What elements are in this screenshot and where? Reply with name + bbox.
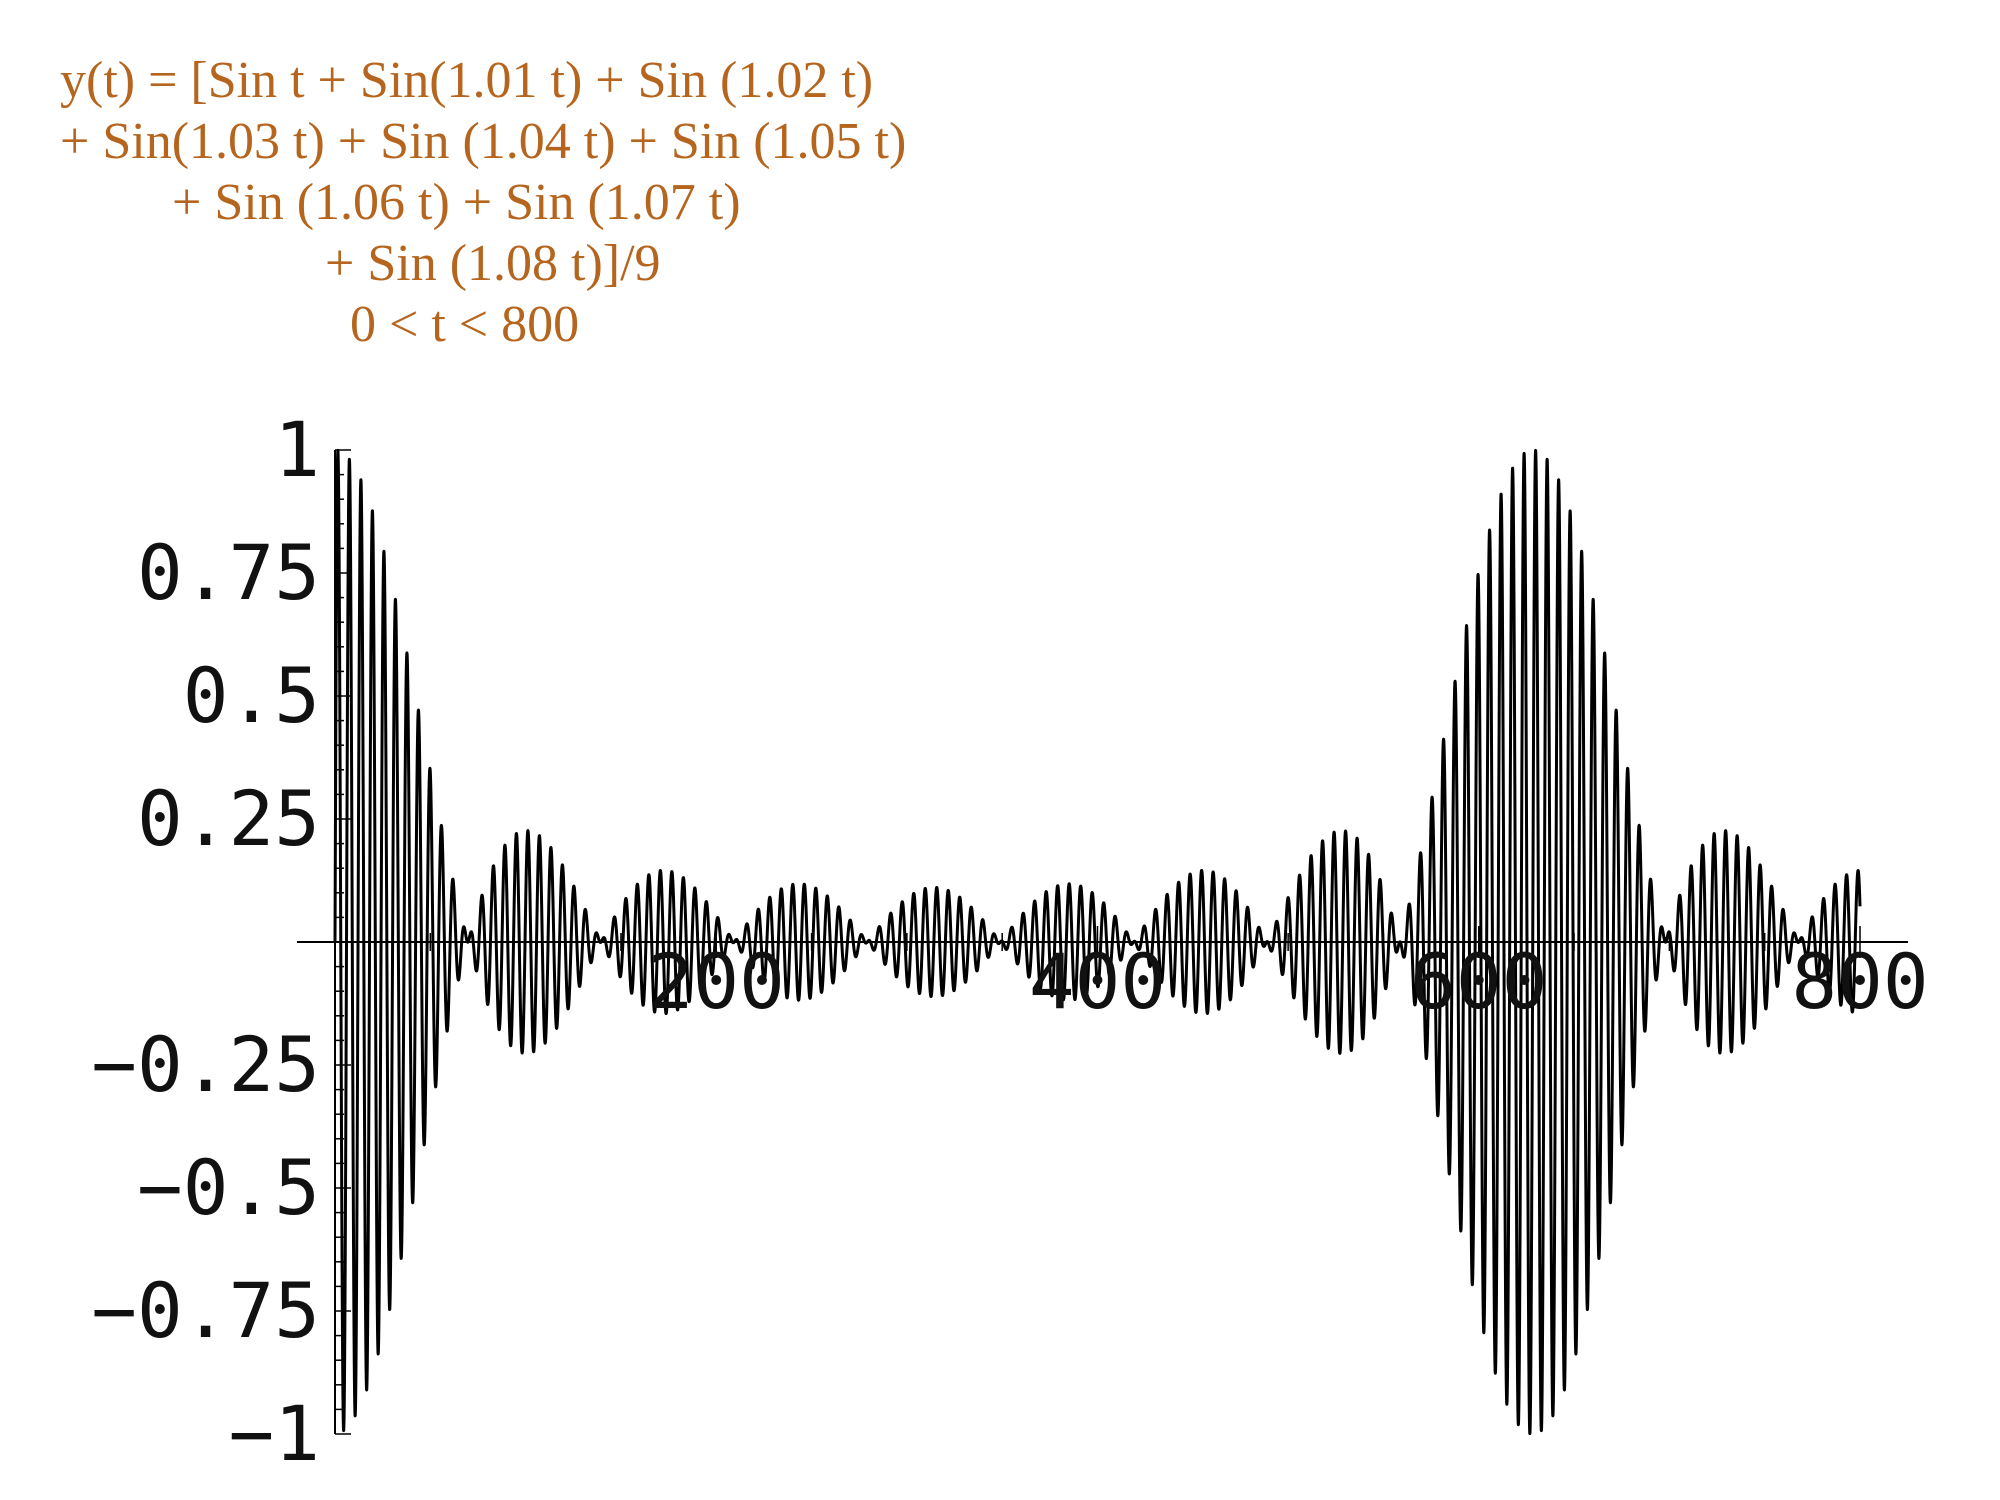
y-tick-label: −0.75	[91, 1266, 320, 1355]
x-tick-label-200: 200	[648, 937, 785, 1026]
y-tick-label: −1	[228, 1389, 320, 1478]
y-tick-label: −0.25	[91, 1020, 320, 1109]
y-tick-label: 0.25	[137, 774, 320, 863]
y-tick-label: −0.5	[137, 1143, 320, 1232]
y-tick-label: 1	[274, 405, 320, 494]
y-tick-labels: 1 0.75 0.5 0.25 −0.25 −0.5 −0.75 −1	[91, 405, 320, 1478]
x-tick-label-600: 600	[1410, 937, 1547, 1026]
x-tick-label-400: 400	[1029, 937, 1166, 1026]
y-tick-label: 0.5	[183, 651, 320, 740]
x-tick-label-800: 800	[1791, 937, 1928, 1026]
y-tick-label: 0.75	[137, 528, 320, 617]
